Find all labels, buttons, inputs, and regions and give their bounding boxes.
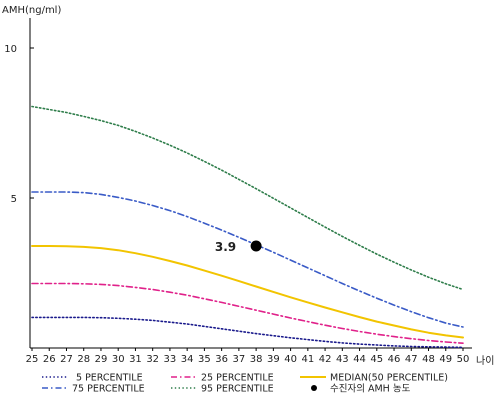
series-line	[31, 105, 464, 291]
x-tick-label: 46	[388, 354, 401, 365]
patient-amh-point	[250, 240, 262, 252]
x-tick-label: 41	[301, 354, 314, 365]
x-axis-title: 나이	[476, 355, 494, 367]
x-tick-label: 42	[319, 354, 332, 365]
x-tick-label: 48	[422, 354, 435, 365]
legend-label: 75 PERCENTILE	[72, 384, 145, 395]
legend-label: 5 PERCENTILE	[76, 373, 143, 384]
y-tick-label: 10	[4, 44, 17, 55]
x-tick-label: 34	[181, 354, 194, 365]
x-tick-label: 45	[370, 354, 383, 365]
series-line	[31, 191, 464, 328]
y-axis-title: AMH(ng/ml)	[2, 5, 61, 16]
x-tick-label: 47	[405, 354, 418, 365]
x-tick-label: 39	[267, 354, 280, 365]
legend-label: 95 PERCENTILE	[201, 384, 274, 395]
series-line	[31, 245, 464, 339]
x-tick-label: 33	[164, 354, 177, 365]
x-ticks: 25 26 27 28 29 30 31 32 33 34 35 36 37 38 39 40 41 42 43 44…	[26, 348, 470, 365]
patient-amh-value-label: 3.9	[215, 240, 236, 254]
y-ticks: 5 10	[4, 44, 34, 205]
x-tick-label: 37	[233, 354, 246, 365]
x-tick-label: 49	[439, 354, 452, 365]
x-tick-label: 35	[198, 354, 211, 365]
x-tick-label: 31	[129, 354, 142, 365]
x-tick-label: 29	[95, 354, 108, 365]
series-lines	[31, 105, 464, 349]
x-tick-label: 32	[146, 354, 159, 365]
x-tick-label: 36	[215, 354, 228, 365]
legend-label: 25 PERCENTILE	[201, 373, 274, 384]
x-tick-label: 25	[26, 354, 39, 365]
legend-label: 수진자의 AMH 농도	[330, 384, 411, 395]
legend-point-marker	[311, 385, 317, 391]
legend: 5 PERCENTILE 25 PERCENTILE MEDIAN(50 PERCE…	[42, 373, 448, 395]
x-tick-label: 40	[284, 354, 297, 365]
x-tick-label: 30	[112, 354, 125, 365]
y-tick-label: 5	[11, 194, 17, 205]
x-tick-label: 43	[336, 354, 349, 365]
x-tick-label: 27	[60, 354, 73, 365]
x-tick-label: 28	[77, 354, 90, 365]
series-line	[31, 282, 464, 345]
series-line	[31, 316, 464, 349]
patient-point-group: 3.9	[215, 240, 262, 254]
x-tick-label: 38	[250, 354, 263, 365]
x-tick-label: 50	[457, 354, 470, 365]
x-tick-label: 44	[353, 354, 366, 365]
legend-label: MEDIAN(50 PERCENTILE)	[330, 373, 448, 384]
x-tick-label: 26	[43, 354, 56, 365]
